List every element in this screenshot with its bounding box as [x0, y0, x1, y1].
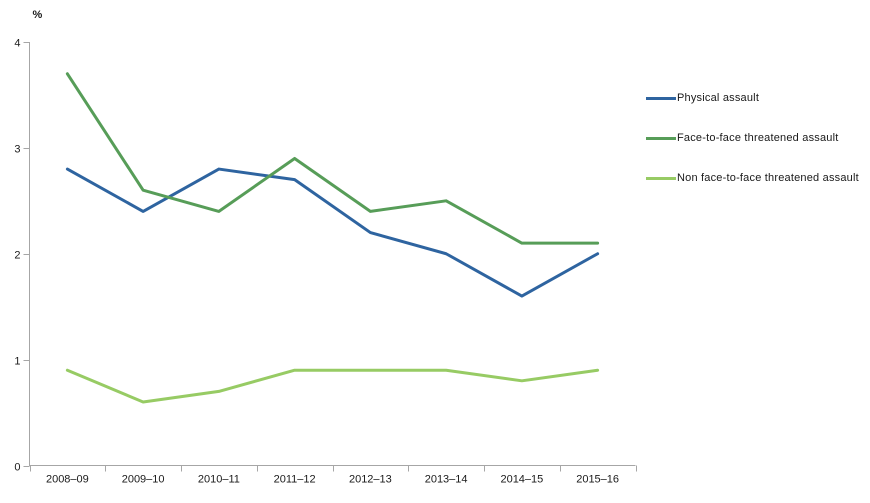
legend-line-swatch — [646, 176, 676, 180]
legend-label: Physical assault — [677, 92, 760, 104]
legend-item-face-to-face-threatened-assault: Face-to-face threatened assault — [646, 118, 859, 158]
x-axis-category-label: 2010–11 — [198, 474, 240, 486]
y-axis-tick-label: 3 — [14, 144, 20, 156]
y-axis-tick-label: 0 — [14, 462, 20, 474]
series-line-physical-assault — [65, 167, 600, 298]
x-axis-category-label: 2014–15 — [500, 474, 543, 486]
chart-legend: Physical assault Face-to-face threatened… — [646, 78, 859, 198]
axis-lines — [29, 42, 636, 466]
legend-line-swatch — [646, 136, 676, 140]
x-axis-category-label: 2015–16 — [576, 474, 619, 486]
x-axis-category-label: 2013–14 — [425, 474, 468, 486]
legend-label: Face-to-face threatened assault — [677, 132, 839, 144]
legend-item-physical-assault: Physical assault — [646, 78, 859, 118]
series-line-non-face-to-face-threatened-assault — [65, 368, 600, 404]
y-axis-unit-label: % — [33, 9, 43, 21]
legend-label: Non face-to-face threatened assault — [677, 172, 859, 184]
y-axis-tick-label: 1 — [14, 356, 20, 368]
legend-line-swatch — [646, 96, 676, 100]
x-axis-category-label: 2011–12 — [274, 474, 316, 486]
y-axis-tick-label: 4 — [14, 38, 20, 50]
x-axis-category-label: 2009–10 — [122, 474, 165, 486]
series-line-face-to-face-threatened-assault — [65, 72, 600, 245]
y-axis-tick-label: 2 — [14, 250, 20, 262]
x-axis-category-label: 2008–09 — [46, 474, 89, 486]
legend-item-non-face-to-face-threatened-assault: Non face-to-face threatened assault — [646, 158, 859, 198]
x-axis-category-label: 2012–13 — [349, 474, 392, 486]
